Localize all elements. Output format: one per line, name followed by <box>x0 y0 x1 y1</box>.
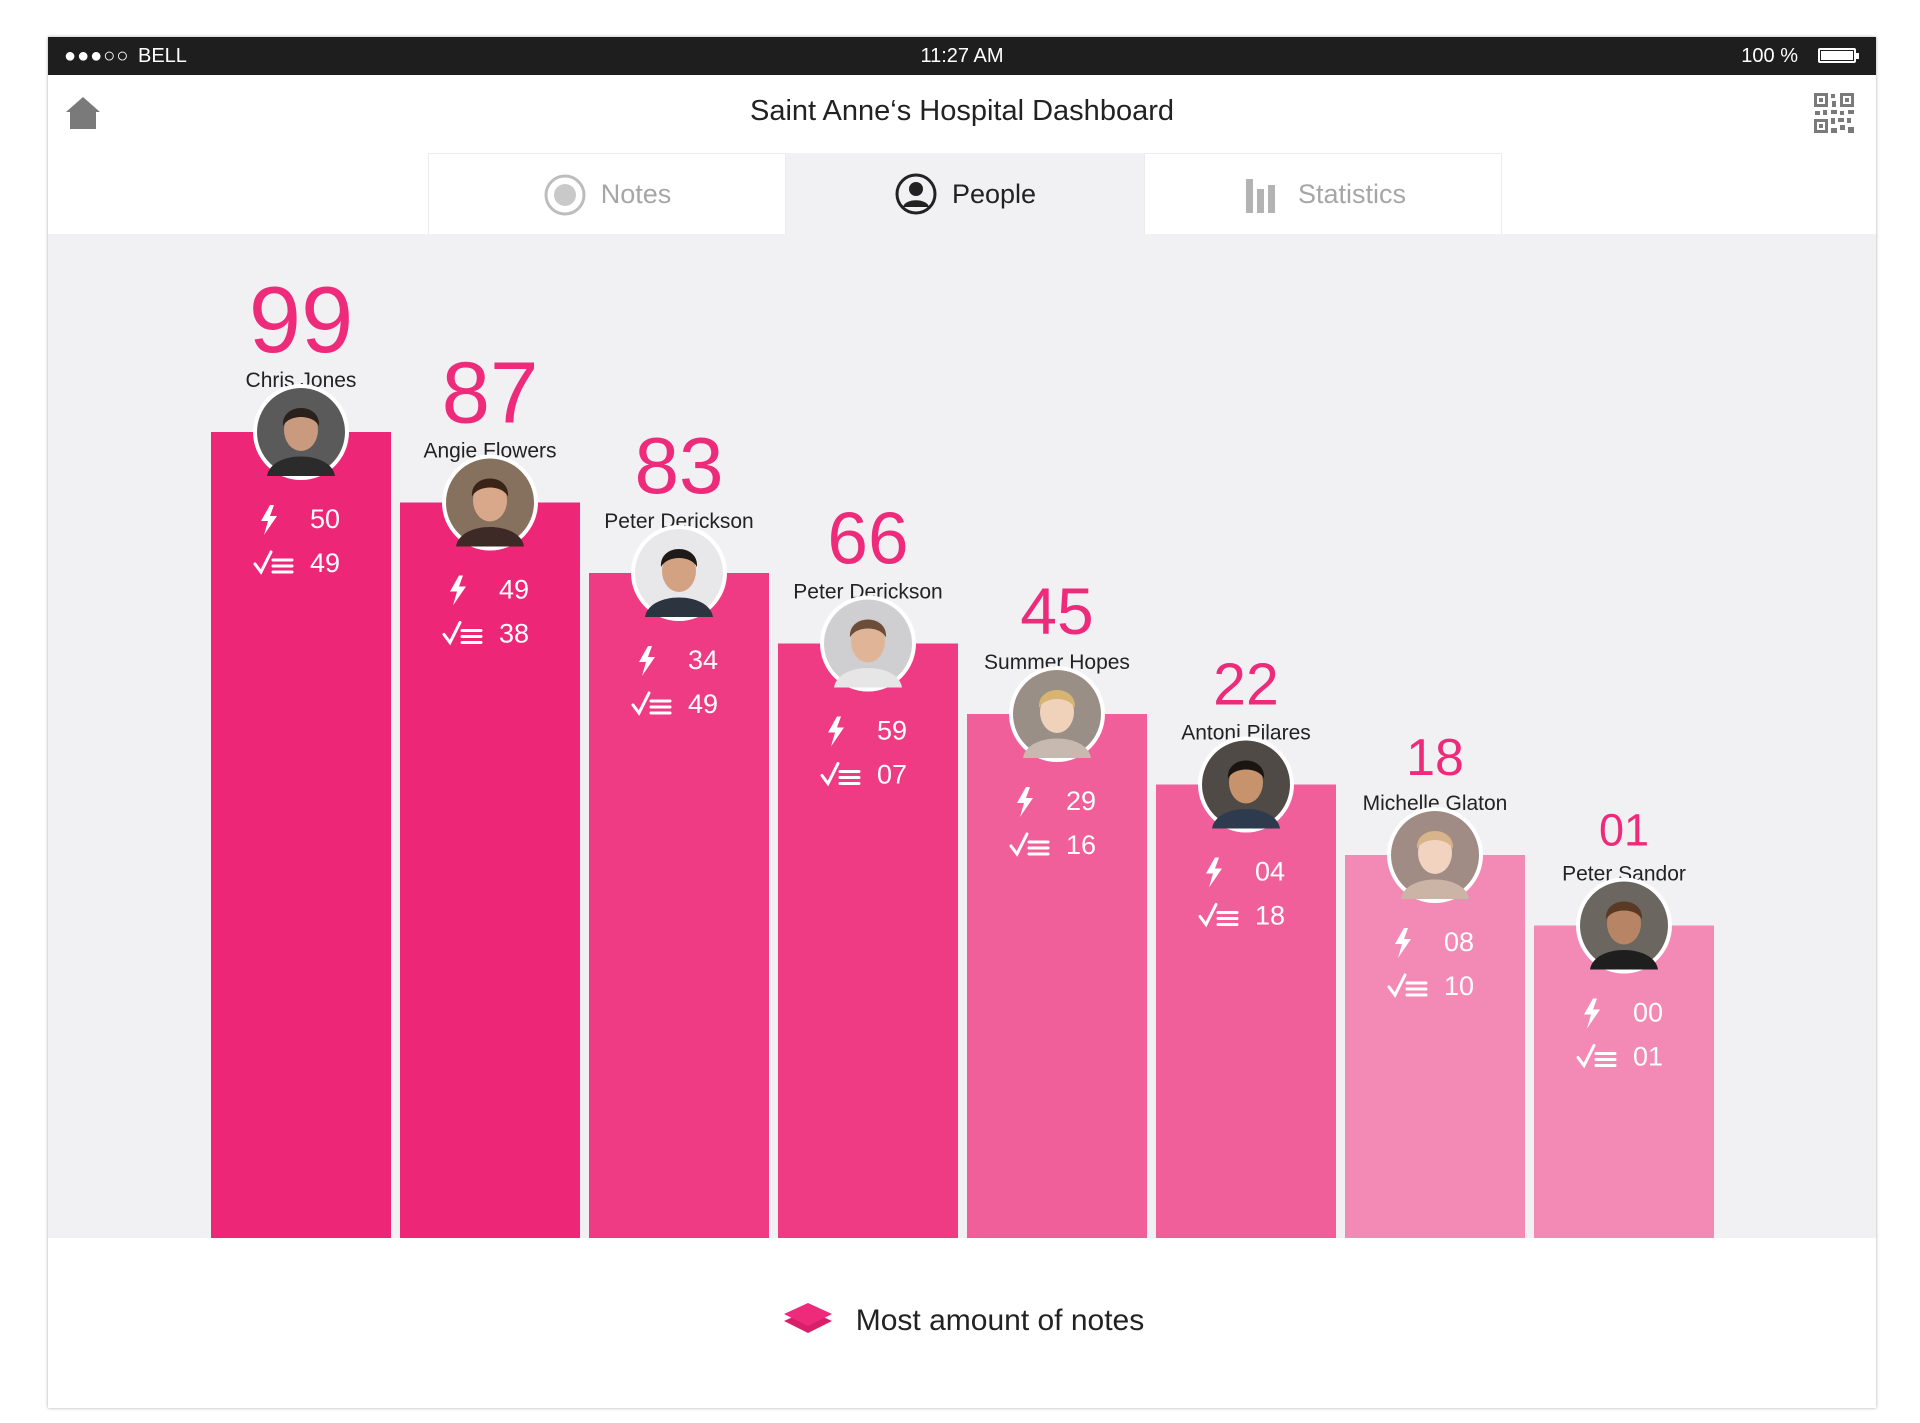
tab-bar: Notes People Statistics <box>428 153 1502 235</box>
lightning-icon <box>828 716 844 747</box>
person-name-label: Angie Flowers <box>423 440 556 463</box>
lightning-count-label: 49 <box>499 575 529 605</box>
person-avatar <box>442 454 538 551</box>
status-bar: ●●●○○ BELL 11:27 AM 100 % <box>48 37 1876 75</box>
carrier-name: BELL <box>138 45 187 67</box>
chart-area: 99 Chris Jones 50 49 87 Angie Flowers 49 38 83 Pe… <box>48 234 1876 1238</box>
chart-legend: Most amount of notes <box>48 1300 1876 1342</box>
lightning-icon <box>1395 928 1411 958</box>
lightning-count-label: 00 <box>1633 998 1663 1028</box>
person-avatar <box>1009 666 1105 762</box>
person-name-label: Summer Hopes <box>984 651 1130 674</box>
stack-icon <box>783 1303 832 1333</box>
checklist-count-label: 49 <box>688 689 718 719</box>
person-name-label: Peter Derickson <box>793 581 942 604</box>
tab-notes[interactable]: Notes <box>428 153 786 235</box>
bar-value-label: 87 <box>442 345 539 442</box>
tab-statistics[interactable]: Statistics <box>1144 153 1502 235</box>
bar-chart-icon <box>1245 178 1275 213</box>
checklist-icon <box>1009 832 1050 857</box>
lightning-icon <box>639 646 655 676</box>
bar-value-label: 45 <box>1020 574 1093 648</box>
lightning-count-label: 04 <box>1255 857 1285 887</box>
lightning-icon <box>261 505 277 535</box>
legend-label: Most amount of notes <box>855 1304 1145 1337</box>
checklist-icon <box>1198 903 1239 928</box>
person-name-label: Michelle Glaton <box>1363 792 1508 815</box>
chart-bar <box>400 502 580 1238</box>
chart-bar <box>1534 925 1714 1238</box>
lightning-count-label: 34 <box>688 645 718 675</box>
bar-value-label: 18 <box>1406 729 1464 787</box>
lightning-icon <box>1206 857 1222 888</box>
signal-strength-icon: ●●●○○ <box>64 45 130 67</box>
app-header: Saint Anne‘s Hospital Dashboard <box>48 75 1876 157</box>
record-icon <box>544 174 586 215</box>
person-name-label: Chris Jones <box>246 369 357 392</box>
lightning-count-label: 29 <box>1066 786 1096 816</box>
person-avatar <box>631 525 727 621</box>
chart-bar <box>1345 855 1525 1238</box>
checklist-count-label: 01 <box>1633 1042 1663 1072</box>
lightning-icon <box>1017 787 1033 817</box>
person-icon <box>895 173 937 215</box>
page-title: Saint Anne‘s Hospital Dashboard <box>750 95 1174 127</box>
checklist-icon <box>253 550 294 575</box>
chart-bar <box>211 432 391 1238</box>
checklist-count-label: 38 <box>499 619 529 649</box>
checklist-icon <box>631 691 672 716</box>
battery-icon <box>1818 48 1859 63</box>
status-time: 11:27 AM <box>920 45 1004 67</box>
person-avatar <box>1198 736 1294 833</box>
person-avatar <box>253 384 349 480</box>
checklist-icon <box>820 762 861 787</box>
bar-value-label: 83 <box>635 421 724 510</box>
lightning-count-label: 59 <box>877 716 907 746</box>
chart-bar <box>778 643 958 1238</box>
checklist-count-label: 49 <box>310 548 340 578</box>
chart-bar <box>589 573 769 1238</box>
home-icon[interactable] <box>64 95 102 131</box>
tab-notes-label: Notes <box>600 179 672 209</box>
checklist-count-label: 07 <box>877 760 907 790</box>
lightning-count-label: 50 <box>310 504 340 534</box>
tab-statistics-label: Statistics <box>1297 179 1407 209</box>
battery-percentage: 100 % <box>1741 45 1798 67</box>
checklist-icon <box>1576 1044 1617 1069</box>
chart-bar <box>967 714 1147 1238</box>
lightning-icon <box>450 575 466 606</box>
chart-footer: Most amount of notes <box>48 1238 1876 1408</box>
person-avatar <box>820 595 916 692</box>
chart-bar <box>1156 784 1336 1238</box>
checklist-icon <box>1387 973 1428 998</box>
checklist-count-label: 16 <box>1066 830 1096 860</box>
lightning-icon <box>1584 998 1600 1029</box>
checklist-icon <box>442 621 483 646</box>
person-name-label: Peter Derickson <box>604 510 753 533</box>
bar-value-label: 01 <box>1599 805 1649 856</box>
lightning-count-label: 08 <box>1444 927 1474 957</box>
tab-people-label: People <box>951 178 1037 209</box>
bar-value-label: 99 <box>249 267 354 372</box>
qr-code-icon[interactable] <box>1812 91 1856 135</box>
bar-value-label: 66 <box>827 499 908 580</box>
tablet-screen: ●●●○○ BELL 11:27 AM 100 % Saint Anne‘s H… <box>48 37 1876 1408</box>
person-name-label: Antoni Pilares <box>1181 722 1311 745</box>
checklist-count-label: 18 <box>1255 901 1285 931</box>
bar-value-label: 22 <box>1213 652 1279 718</box>
person-avatar <box>1576 877 1672 974</box>
person-avatar <box>1387 807 1483 903</box>
tab-people[interactable]: People <box>786 153 1144 235</box>
person-name-label: Peter Sandor <box>1562 863 1686 886</box>
checklist-count-label: 10 <box>1444 971 1474 1001</box>
